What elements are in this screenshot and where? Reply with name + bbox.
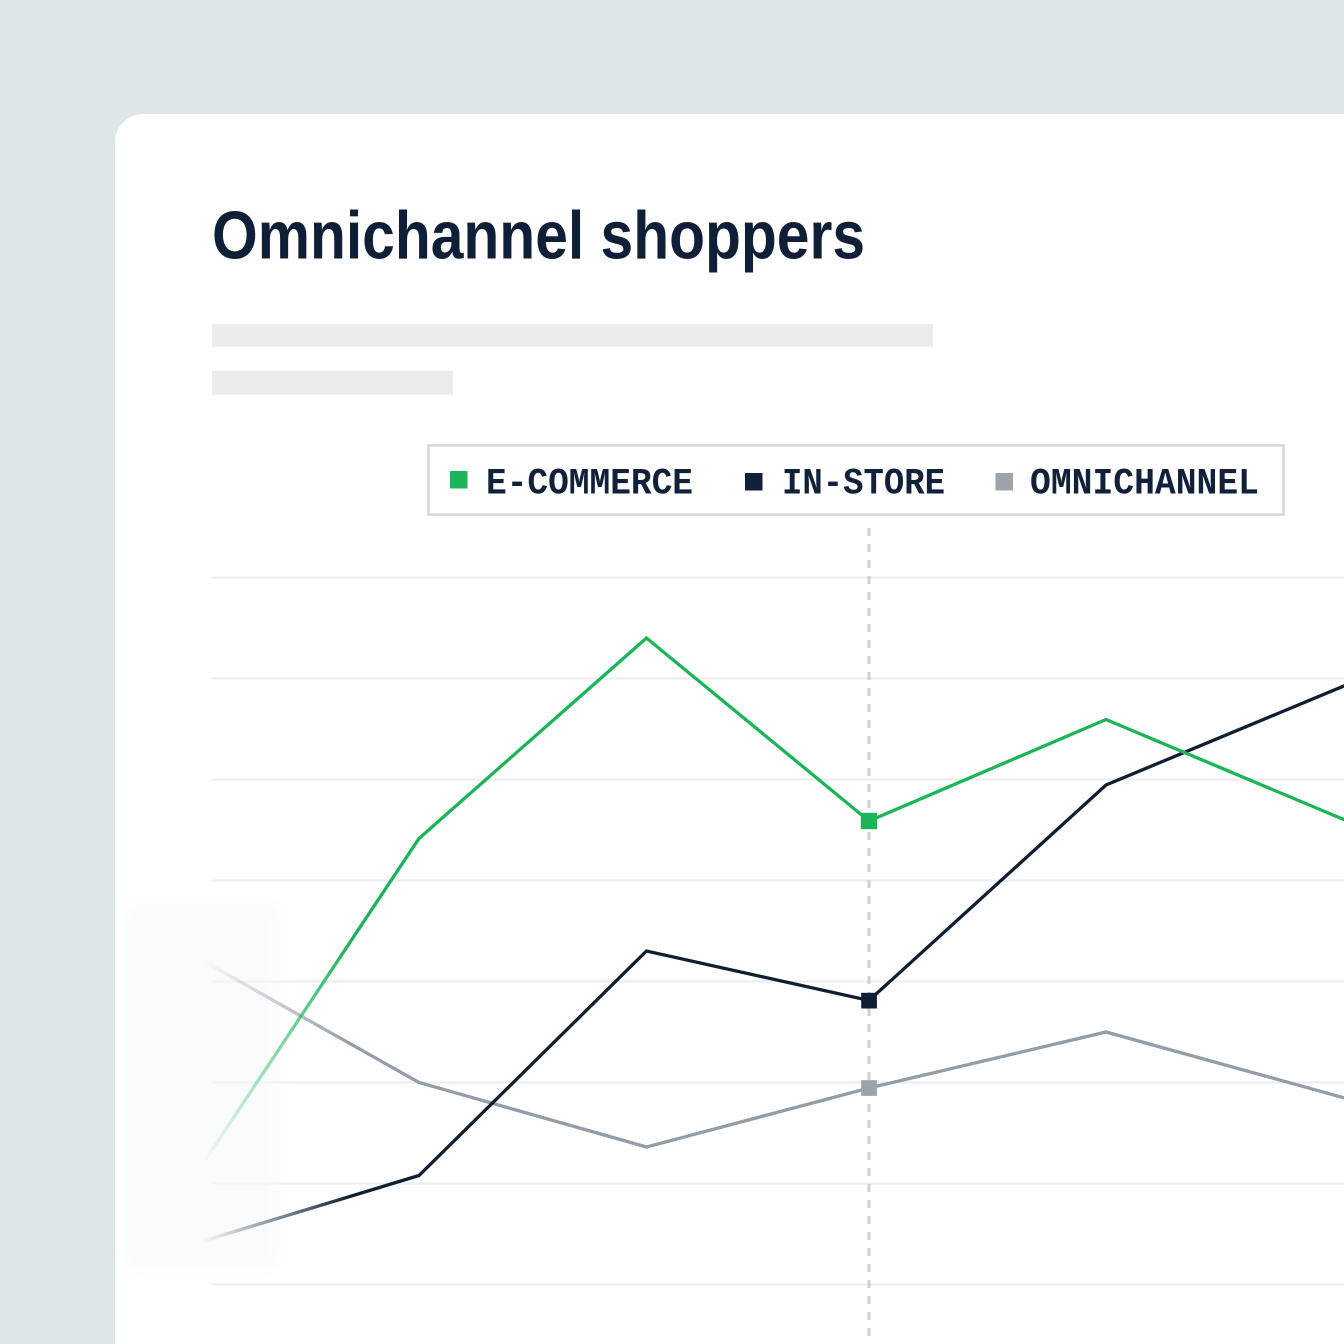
svg-text:IN-STORE: IN-STORE (782, 464, 945, 506)
svg-text:E-COMMERCE: E-COMMERCE (486, 464, 693, 506)
svg-text:Omnichannel shoppers: Omnichannel shoppers (212, 198, 865, 274)
svg-text:OMNICHANNEL: OMNICHANNEL (1030, 464, 1259, 506)
